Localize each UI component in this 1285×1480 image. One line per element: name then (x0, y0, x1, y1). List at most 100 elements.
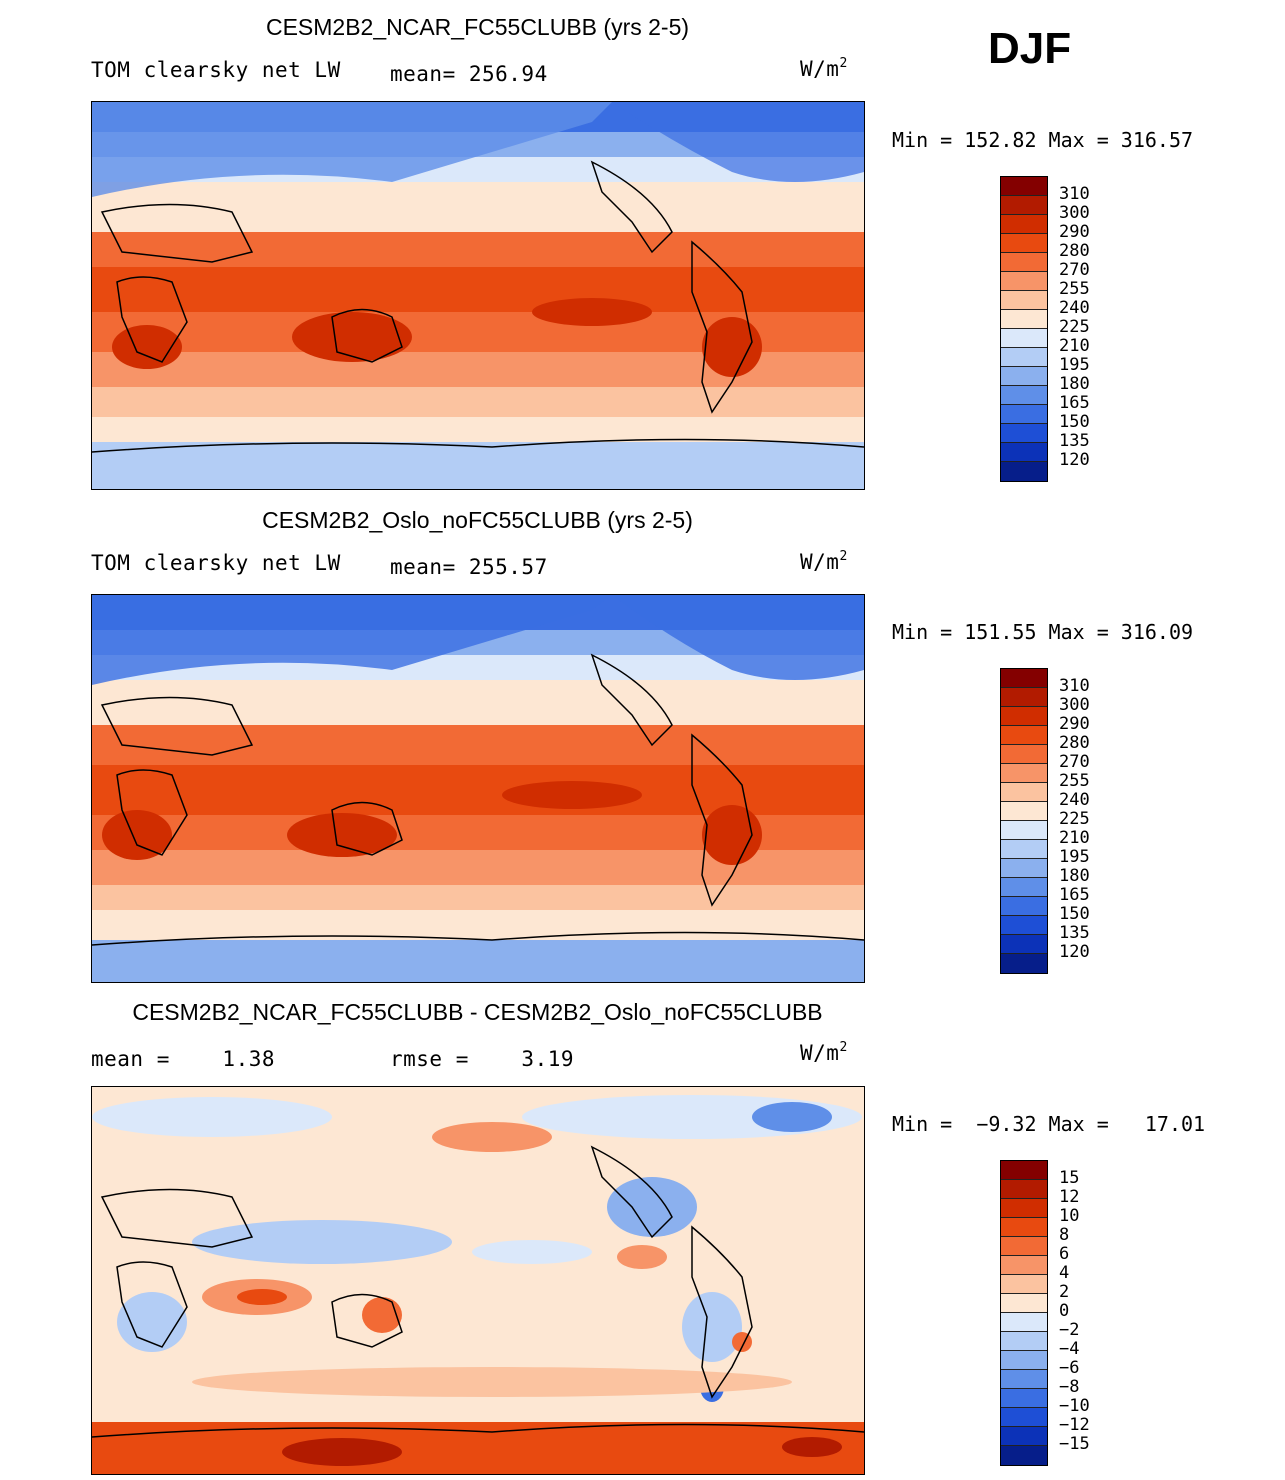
colorbar-segment (1001, 1275, 1047, 1294)
units-exponent: 2 (839, 56, 848, 71)
colorbar-tick: 310 (1059, 184, 1090, 204)
colorbar-tick: 120 (1059, 942, 1090, 962)
units-label: W/m2 (800, 549, 848, 574)
colorbar-segment (1001, 196, 1047, 215)
variable-label: TOM clearsky net LW (91, 58, 341, 82)
units-text: W/m (800, 57, 840, 81)
colorbar-segment (1001, 1408, 1047, 1427)
colorbar-segment (1001, 1180, 1047, 1199)
colorbar-segment (1001, 1161, 1047, 1180)
colorbar-tick: 280 (1059, 733, 1090, 753)
colorbar-segment (1001, 669, 1047, 688)
panel-model-a: CESM2B2_NCAR_FC55CLUBB (yrs 2-5) TOM cle… (0, 0, 1285, 493)
map-plot (91, 1086, 865, 1475)
colorbar-tick: 135 (1059, 431, 1090, 451)
colorbar-tick: −6 (1059, 1358, 1080, 1378)
colorbar-tick: 165 (1059, 393, 1090, 413)
colorbar-tick: 290 (1059, 222, 1090, 242)
colorbar-tick: 270 (1059, 260, 1090, 280)
colorbar-segment (1001, 443, 1047, 462)
colorbar-segment (1001, 726, 1047, 745)
colorbar (1000, 1160, 1048, 1466)
colorbar-segment (1001, 462, 1047, 481)
colorbar-segment (1001, 1256, 1047, 1275)
colorbar-tick: 195 (1059, 355, 1090, 375)
variable-label: TOM clearsky net LW (91, 551, 341, 575)
colorbar-tick: −10 (1059, 1396, 1090, 1416)
colorbar-segment (1001, 272, 1047, 291)
panel-title: CESM2B2_NCAR_FC55CLUBB (yrs 2-5) (265, 14, 690, 40)
map-plot (91, 594, 865, 983)
colorbar-tick: 120 (1059, 450, 1090, 470)
colorbar-segment (1001, 1237, 1047, 1256)
colorbar-tick: 300 (1059, 695, 1090, 715)
colorbar-segment (1001, 821, 1047, 840)
colorbar-segment (1001, 859, 1047, 878)
colorbar-segment (1001, 1332, 1047, 1351)
colorbar-segment (1001, 1199, 1047, 1218)
colorbar-segment (1001, 802, 1047, 821)
mean-label: mean = 1.38 (91, 1047, 276, 1071)
colorbar-tick: 290 (1059, 714, 1090, 734)
colorbar-tick: 255 (1059, 279, 1090, 299)
panel-title: CESM2B2_Oslo_noFC55CLUBB (yrs 2-5) (262, 507, 693, 533)
colorbar-segment (1001, 329, 1047, 348)
colorbar-segment (1001, 386, 1047, 405)
colorbar-tick: 0 (1059, 1301, 1070, 1321)
colorbar-tick: 225 (1059, 317, 1090, 337)
units-text: W/m (800, 550, 840, 574)
colorbar-segment (1001, 688, 1047, 707)
colorbar-tick: 150 (1059, 904, 1090, 924)
units-exponent: 2 (839, 549, 848, 564)
colorbar-tick: 4 (1059, 1263, 1070, 1283)
colorbar-segment (1001, 745, 1047, 764)
mean-label: mean= 256.94 (390, 62, 548, 86)
colorbar-segment (1001, 310, 1047, 329)
colorbar-segment (1001, 897, 1047, 916)
colorbar-tick: 240 (1059, 298, 1090, 318)
colorbar-segment (1001, 1389, 1047, 1408)
colorbar-segment (1001, 215, 1047, 234)
units-exponent: 2 (839, 1040, 848, 1055)
colorbar-tick: 10 (1059, 1206, 1080, 1226)
colorbar-tick: −2 (1059, 1320, 1080, 1340)
colorbar-segment (1001, 291, 1047, 310)
colorbar-segment (1001, 878, 1047, 897)
mean-label: mean= 255.57 (390, 555, 548, 579)
colorbar-segment (1001, 1351, 1047, 1370)
colorbar (1000, 176, 1048, 482)
colorbar-tick: 135 (1059, 923, 1090, 943)
colorbar-segment (1001, 1446, 1047, 1465)
min-max-label: Min = −9.32 Max = 17.01 (892, 1112, 1206, 1136)
colorbar-tick: 210 (1059, 336, 1090, 356)
colorbar-tick: 180 (1059, 866, 1090, 886)
colorbar-segment (1001, 405, 1047, 424)
colorbar-tick: 2 (1059, 1282, 1070, 1302)
units-label: W/m2 (800, 1040, 848, 1065)
colorbar-segment (1001, 348, 1047, 367)
colorbar-tick: 165 (1059, 885, 1090, 905)
colorbar-tick: 225 (1059, 809, 1090, 829)
colorbar-tick: 210 (1059, 828, 1090, 848)
colorbar-segment (1001, 783, 1047, 802)
colorbar-tick: 195 (1059, 847, 1090, 867)
colorbar-segment (1001, 840, 1047, 859)
colorbar (1000, 668, 1048, 974)
colorbar-tick: 12 (1059, 1187, 1080, 1207)
colorbar-segment (1001, 707, 1047, 726)
colorbar-tick: 8 (1059, 1225, 1070, 1245)
colorbar-segment (1001, 916, 1047, 935)
units-text: W/m (800, 1041, 840, 1065)
units-label: W/m2 (800, 56, 848, 81)
colorbar-tick: −8 (1059, 1377, 1080, 1397)
colorbar-tick: 280 (1059, 241, 1090, 261)
colorbar-segment (1001, 1427, 1047, 1446)
map-field (92, 595, 864, 982)
colorbar-tick: −12 (1059, 1415, 1090, 1435)
colorbar-segment (1001, 764, 1047, 783)
panel-title: CESM2B2_NCAR_FC55CLUBB - CESM2B2_Oslo_no… (132, 999, 823, 1025)
colorbar-tick: −4 (1059, 1339, 1080, 1359)
colorbar-tick: 180 (1059, 374, 1090, 394)
panel-model-b: CESM2B2_Oslo_noFC55CLUBB (yrs 2-5) TOM c… (0, 493, 1285, 986)
colorbar-tick: 15 (1059, 1168, 1080, 1188)
